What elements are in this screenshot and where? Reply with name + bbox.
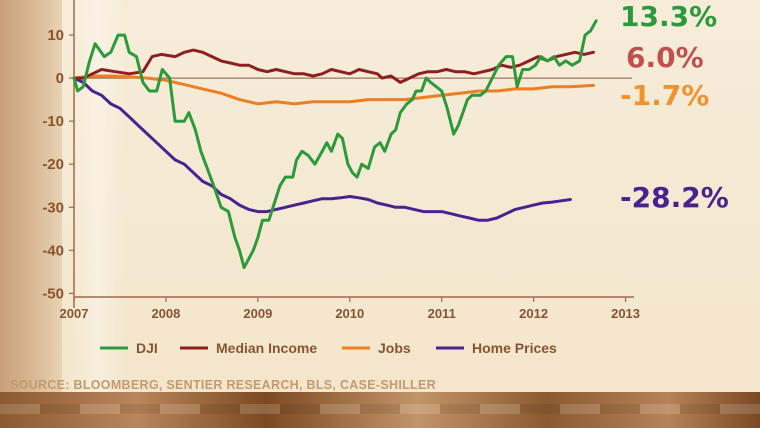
x-tick-label: 2013: [611, 306, 640, 321]
x-tick-label: 2007: [60, 306, 89, 321]
line-chart: 20100-10-20-30-40-50 2007200820092010201…: [42, 0, 729, 356]
panel-highlight: [70, 0, 126, 392]
legend-label: DJI: [136, 340, 158, 356]
y-tick-label: -40: [42, 242, 64, 259]
series-line-dji: [72, 19, 598, 270]
series-line-median-income: [72, 48, 595, 84]
y-tick-label: -20: [42, 156, 64, 173]
legend-label: Home Prices: [472, 340, 557, 356]
left-wood-background: [0, 0, 62, 428]
y-tick-label: 10: [47, 27, 64, 44]
x-tick-label: 2011: [428, 306, 456, 321]
source-note: SOURCE: BLOOMBERG, SENTIER RESEARCH, BLS…: [10, 378, 436, 392]
y-tick-label: 20: [47, 0, 64, 1]
y-tick-label: -50: [42, 285, 64, 302]
y-tick-label: -10: [42, 113, 64, 130]
end-label-dji: 13.3%: [620, 0, 717, 33]
y-tick-label: -30: [42, 199, 64, 216]
end-label-home-prices: -28.2%: [620, 181, 729, 214]
end-label-jobs: -1.7%: [620, 79, 709, 112]
end-value-callouts: 13.3% 6.0% -1.7% -28.2%: [620, 0, 729, 214]
series-line-home-prices: [72, 76, 572, 222]
legend-label: Median Income: [216, 340, 317, 356]
legend-label: Jobs: [378, 340, 411, 356]
x-axis-ticks: 2007 2008 2009 2010 2011 2012 2013: [60, 297, 640, 321]
chart-axes: [73, 0, 634, 308]
x-tick-label: 2009: [243, 306, 272, 321]
chart-legend: DJI Median Income Jobs Home Prices: [100, 340, 557, 356]
x-tick-label: 2008: [151, 306, 180, 321]
y-tick-label: 0: [56, 70, 64, 87]
x-tick-label: 2010: [335, 306, 364, 321]
series-lines: [72, 19, 598, 270]
chart-panel: [62, 0, 760, 392]
y-axis-ticks: 20 10 0 -10 -20 -30 -40 -50: [42, 0, 74, 302]
wood-footer-band: [0, 392, 760, 428]
x-tick-label: 2012: [519, 306, 548, 321]
end-label-median-income: 6.0%: [626, 41, 704, 74]
